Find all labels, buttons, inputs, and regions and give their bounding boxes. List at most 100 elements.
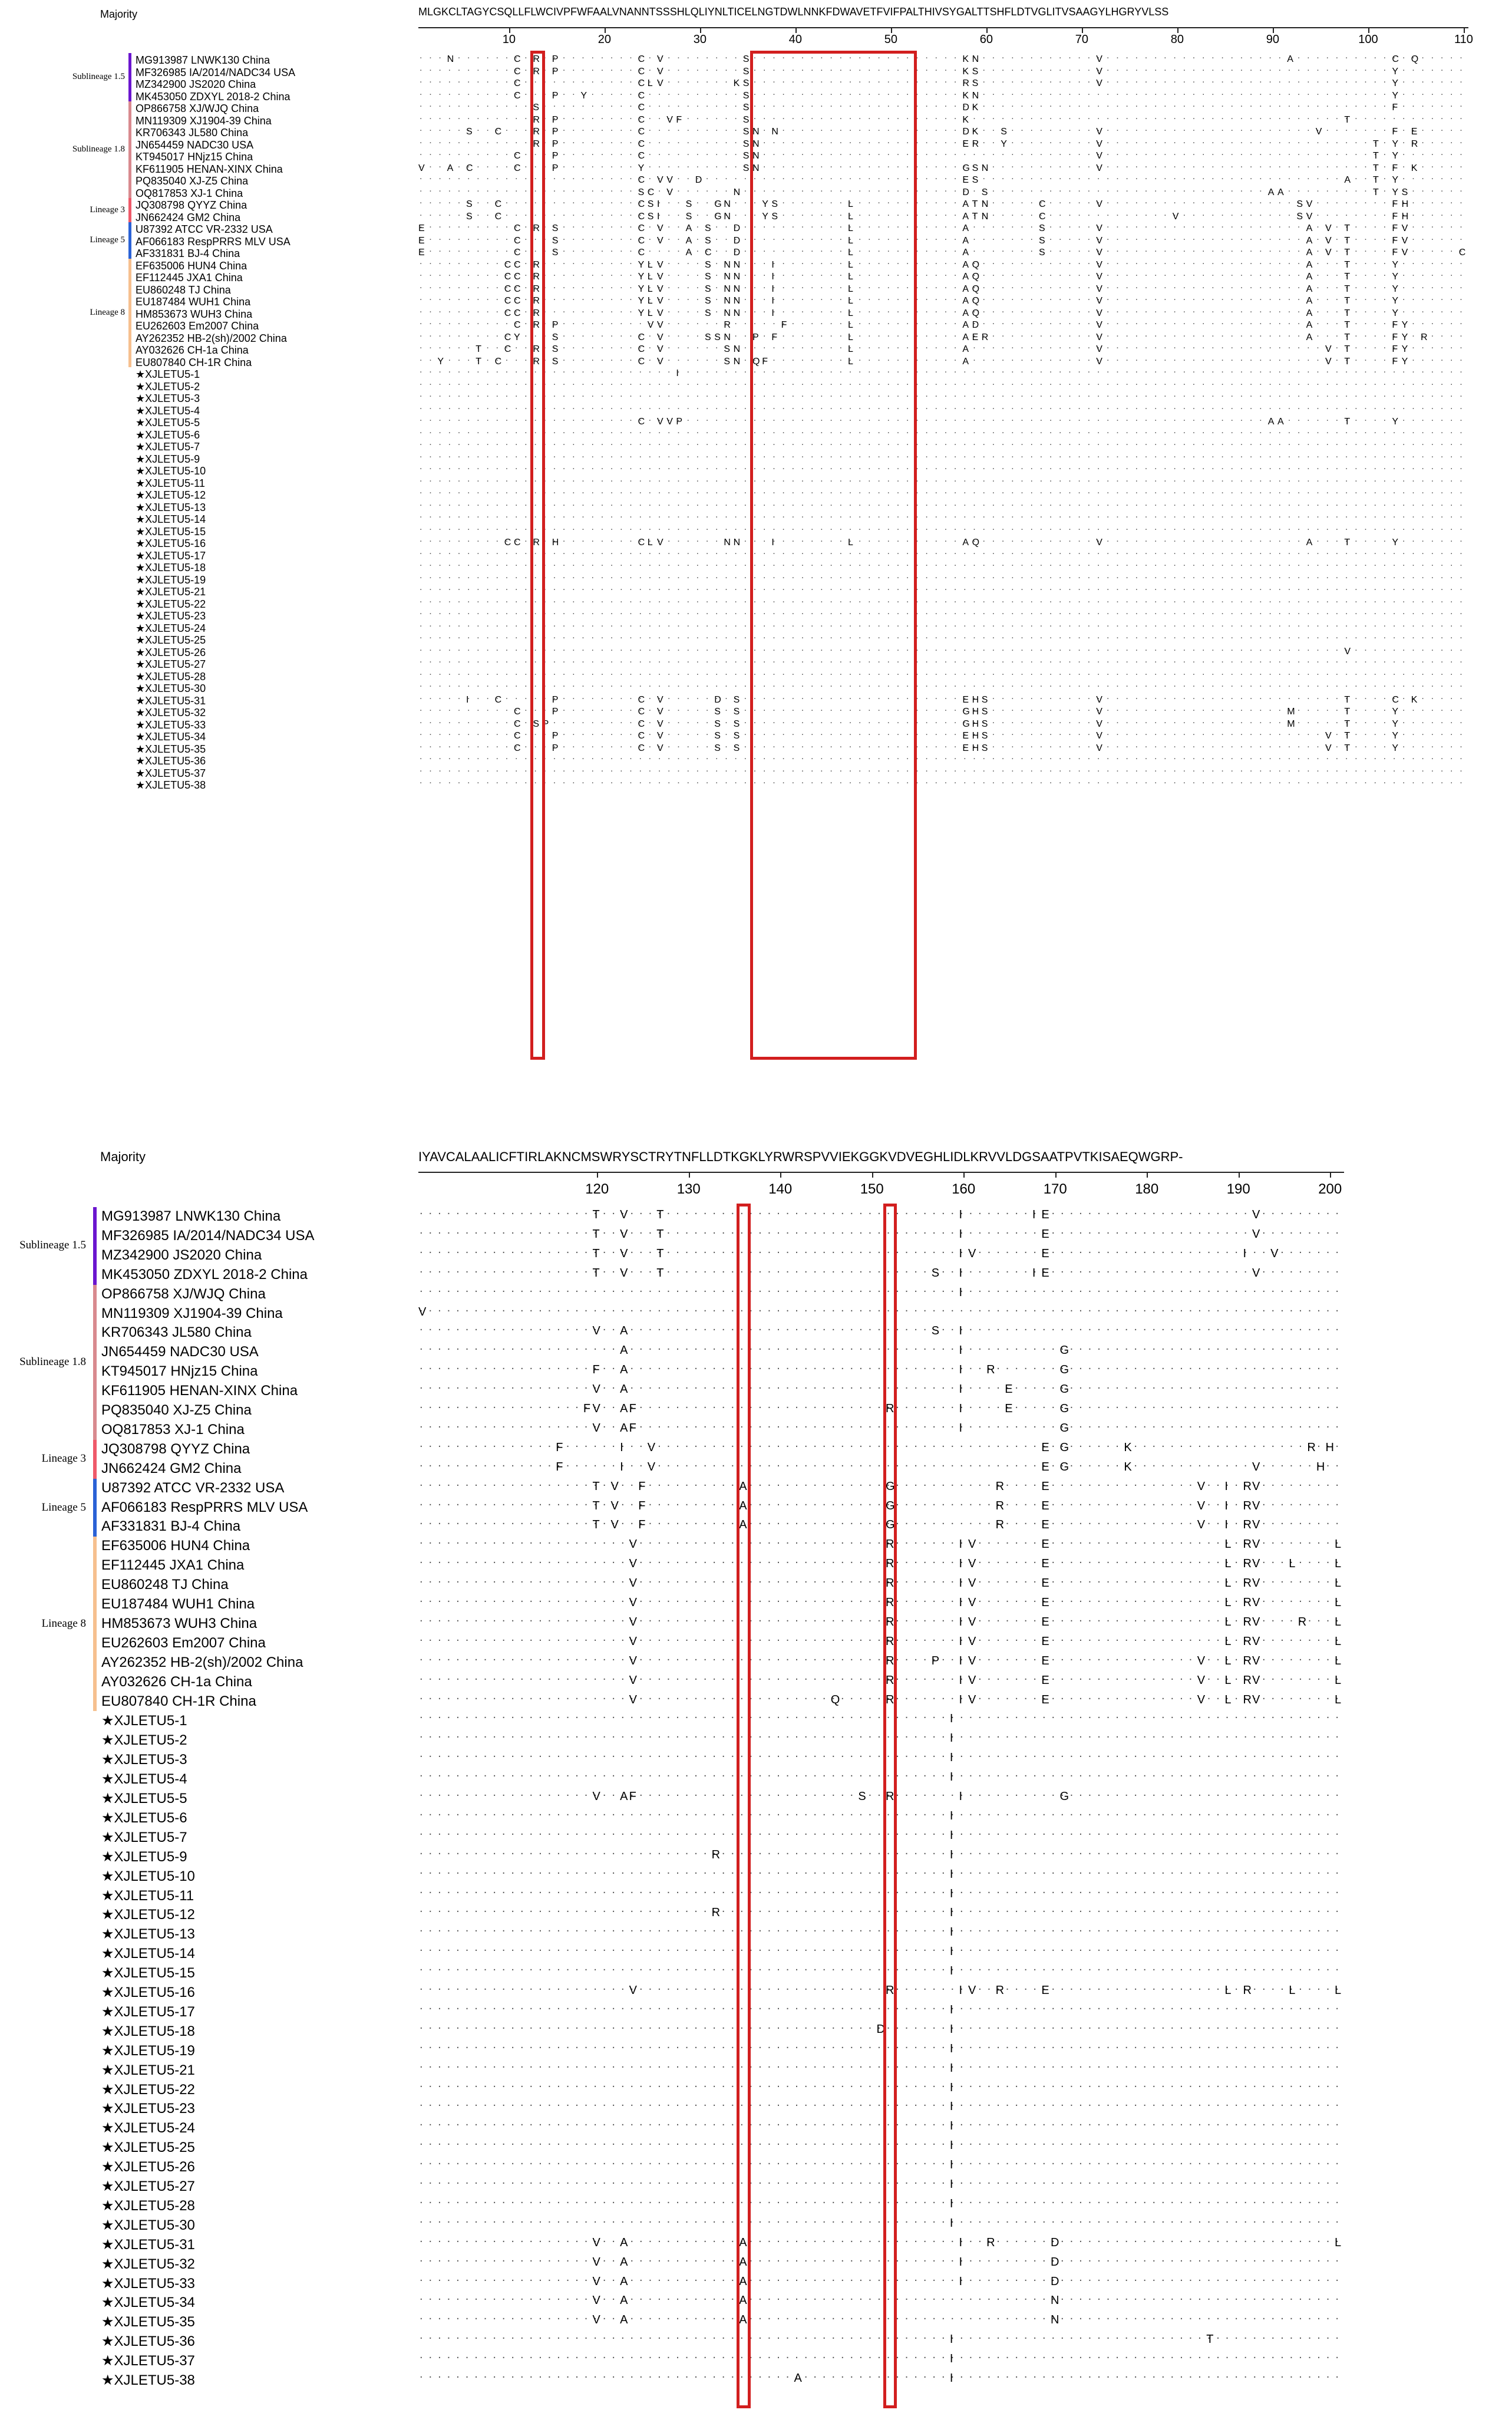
substitution-residue: S [705, 332, 711, 342]
substitution-residue: I [771, 538, 774, 548]
substitution-residue: V [1325, 235, 1332, 246]
substitution-residue: N [724, 308, 731, 318]
sequence-name: EF112445 JXA1 China [136, 272, 243, 284]
substitution-residue: S [705, 235, 711, 246]
substitution-residue: V [629, 1557, 637, 1571]
substitution-residue: L [647, 259, 653, 270]
substitution-residue: I [959, 1596, 962, 1609]
substitution-residue: D [876, 2022, 885, 2036]
substitution-residue: L [647, 296, 653, 306]
substitution-residue: C [638, 332, 645, 342]
substitution-residue: C [1039, 199, 1046, 209]
sequence-name: KF611905 HENAN-XINX China [101, 1383, 298, 1399]
substitution-residue: V [1252, 1479, 1260, 1493]
substitution-residue: A [620, 1363, 628, 1377]
substitution-residue: F [762, 356, 768, 367]
substitution-residue: R [533, 259, 540, 270]
substitution-residue: T [656, 1208, 664, 1221]
ruler-tick [1368, 27, 1369, 33]
ruler-tick-label: 40 [788, 33, 803, 46]
substitution-residue: S [742, 103, 750, 113]
identity-dots: . . . . . . . . . . . . . . . . . . . . … [420, 1553, 1345, 1567]
sequence-name: ★XJLETU5-25 [136, 634, 206, 646]
substitution-residue: V [657, 272, 663, 282]
substitution-residue: R [1307, 1440, 1316, 1454]
substitution-residue: C [647, 187, 655, 197]
substitution-residue: S [714, 718, 721, 729]
substitution-residue: N [724, 538, 731, 548]
substitution-residue: I [959, 1285, 962, 1299]
substitution-residue: C [514, 66, 521, 77]
substitution-residue: V [1252, 1499, 1260, 1512]
substitution-residue: R [886, 1790, 894, 1803]
substitution-residue: V [1252, 1615, 1260, 1629]
identity-dots: . . . . . . . . . . . . . . . . . . . . … [420, 413, 1470, 424]
substitution-residue: I [959, 1247, 962, 1260]
substitution-residue: R [1243, 1615, 1252, 1629]
substitution-residue: I [949, 2158, 953, 2172]
substitution-residue: I [959, 1266, 962, 1280]
sequence-name: EU860248 TJ China [136, 284, 231, 296]
substitution-residue: H [972, 694, 979, 705]
substitution-residue: V [1325, 356, 1332, 367]
substitution-residue: T [1373, 163, 1379, 173]
lineage-label: Lineage 8 [90, 307, 125, 317]
substitution-residue: G [962, 163, 970, 173]
ruler-tick [1055, 1172, 1057, 1178]
substitution-residue: V [629, 1654, 637, 1667]
ruler-tick-label: 30 [693, 33, 707, 46]
sequence-name: ★XJLETU5-3 [136, 393, 200, 404]
identity-dots: . . . . . . . . . . . . . . . . . . . . … [420, 1669, 1345, 1683]
substitution-residue: V [968, 1596, 976, 1609]
position-ruler [418, 27, 1468, 28]
substitution-residue: Q [972, 538, 980, 548]
substitution-residue: P [552, 163, 559, 173]
substitution-residue: R [533, 66, 540, 77]
substitution-residue: L [647, 284, 653, 294]
substitution-residue: V [657, 707, 663, 717]
sequence-name: ★XJLETU5-38 [101, 2372, 195, 2388]
substitution-residue: V [592, 1383, 600, 1396]
substitution-residue: I [959, 1383, 962, 1396]
substitution-residue: N [981, 199, 989, 209]
substitution-residue: I [771, 308, 774, 318]
substitution-residue: T [592, 1499, 600, 1512]
substitution-residue: A [1287, 54, 1293, 64]
substitution-residue: V [1197, 1518, 1206, 1532]
identity-dots: . . . . . . . . . . . . . . . . . . . . … [420, 2231, 1345, 2245]
substitution-residue: L [848, 284, 853, 294]
substitution-residue: E [1041, 1634, 1049, 1648]
substitution-residue: E [1041, 1499, 1049, 1512]
substitution-residue: V [1096, 344, 1102, 354]
identity-dots: . . . . . . . . . . . . . . . . . . . . … [420, 1650, 1345, 1663]
substitution-residue: S [714, 731, 721, 741]
substitution-residue: G [886, 1479, 895, 1493]
substitution-residue: L [1224, 1634, 1232, 1648]
substitution-residue: I [949, 2372, 953, 2385]
ruler-tick [597, 1172, 599, 1178]
lineage-color-bar [128, 53, 131, 101]
ruler-tick-label: 70 [1075, 33, 1089, 46]
substitution-residue: H [972, 718, 979, 729]
identity-dots: . . . . . . . . . . . . . . . . . . . . … [420, 1805, 1345, 1818]
substitution-residue: V [968, 1673, 976, 1687]
identity-dots: . . . . . . . . . . . . . . . . . . . . … [420, 2193, 1345, 2206]
substitution-residue: N [724, 284, 731, 294]
identity-dots: . . . . . . . . . . . . . . . . . . . . … [420, 2251, 1345, 2264]
substitution-residue: T [592, 1518, 600, 1532]
identity-dots: . . . . . . . . . . . . . . . . . . . . … [420, 1824, 1345, 1838]
substitution-residue: V [1096, 284, 1102, 294]
substitution-residue: L [1289, 1984, 1296, 1997]
ruler-tick [604, 27, 606, 33]
substitution-residue: F [583, 1402, 591, 1415]
substitution-residue: P [552, 90, 559, 101]
substitution-residue: V [1096, 139, 1102, 149]
substitution-residue: I [959, 1344, 962, 1357]
substitution-residue: F [1392, 103, 1398, 113]
substitution-residue: C [638, 235, 645, 246]
substitution-residue: F [771, 332, 778, 342]
substitution-residue: C [514, 223, 521, 233]
substitution-residue: S [972, 66, 979, 77]
substitution-residue: S [981, 187, 988, 197]
substitution-residue: V [1252, 1577, 1260, 1590]
